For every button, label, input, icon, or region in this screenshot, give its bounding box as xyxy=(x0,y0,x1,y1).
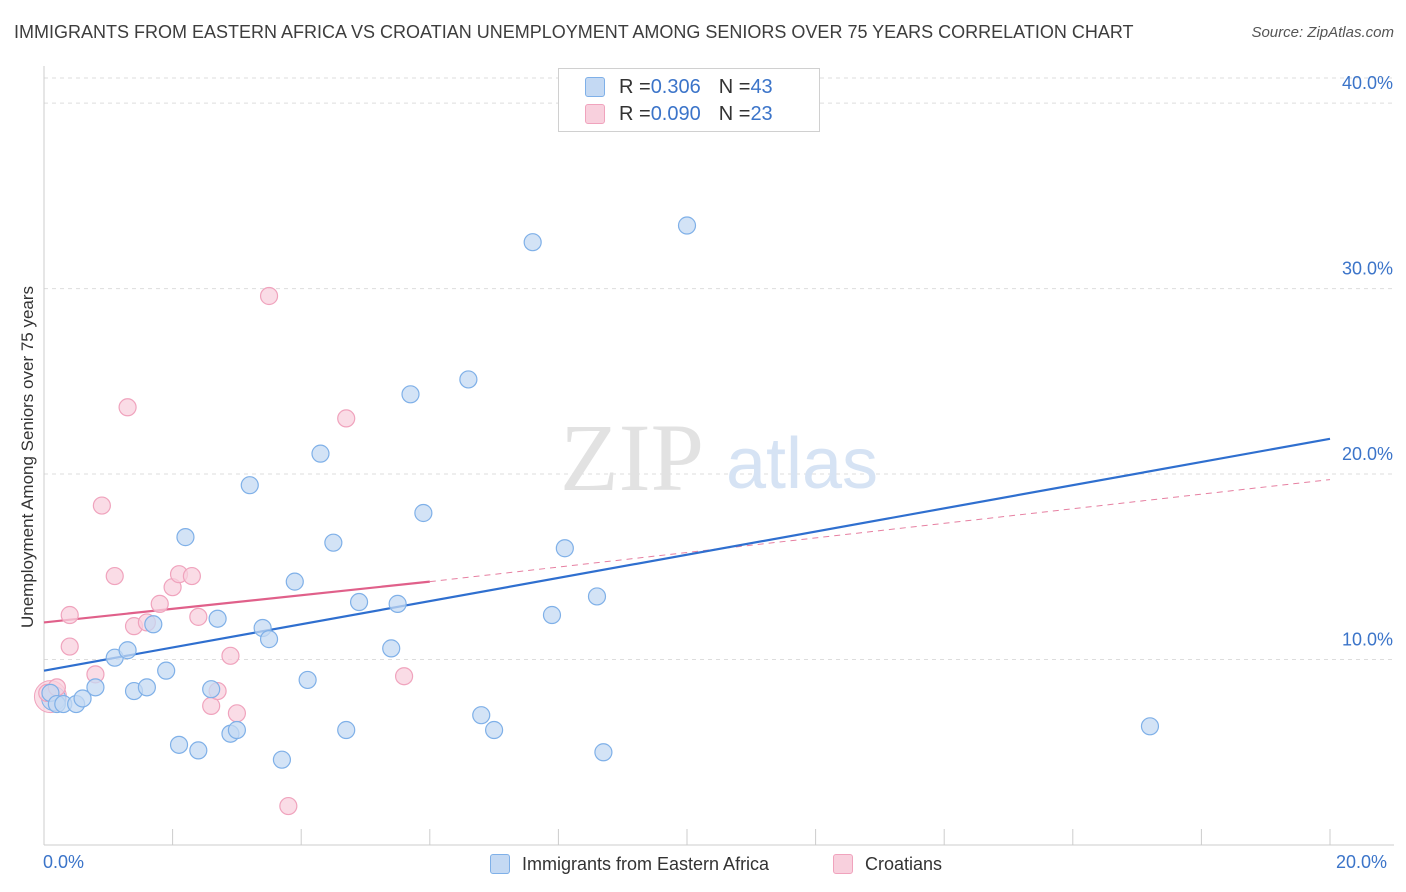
data-point-eastern-africa xyxy=(298,670,317,690)
y-tick-label: 10.0% xyxy=(1342,630,1393,650)
data-point-croatians xyxy=(279,796,298,816)
data-point-croatians xyxy=(221,646,240,665)
data-point-croatians xyxy=(150,594,169,613)
data-point-eastern-africa xyxy=(677,216,697,235)
x-tick-label-min: 0.0% xyxy=(43,852,85,872)
watermark: ZIP atlas xyxy=(560,404,878,511)
legend-n-value: 43 xyxy=(750,75,773,98)
source-label: Source: ZipAtlas.com xyxy=(1251,24,1394,41)
bottom-legend-swatch-pink xyxy=(833,854,853,874)
data-point-eastern-africa xyxy=(324,533,343,552)
data-point-eastern-africa xyxy=(485,720,504,740)
trend-line-croatians-extension xyxy=(429,479,1331,583)
data-point-eastern-africa xyxy=(208,609,227,628)
data-point-eastern-africa xyxy=(272,750,292,769)
x-tick-label-max: 20.0% xyxy=(1336,852,1388,872)
data-point-eastern-africa xyxy=(587,587,607,606)
bottom-legend-croatians: Croatians xyxy=(833,852,942,876)
data-point-eastern-africa xyxy=(594,743,613,762)
data-point-eastern-africa xyxy=(1140,717,1160,736)
data-points xyxy=(33,216,1160,816)
legend-r-label: R = xyxy=(619,75,651,98)
trend-line-croatians xyxy=(43,580,430,624)
data-point-eastern-africa xyxy=(202,680,221,699)
bottom-legend-swatch-blue xyxy=(490,854,510,874)
axes xyxy=(43,66,1394,846)
data-point-eastern-africa xyxy=(189,741,208,760)
data-point-eastern-africa xyxy=(118,641,137,660)
legend-swatch-blue xyxy=(585,77,605,97)
data-point-croatians xyxy=(189,607,208,626)
legend-row-eastern-africa: R = 0.306 N = 43 xyxy=(585,74,773,100)
data-point-croatians xyxy=(394,667,414,686)
data-point-eastern-africa xyxy=(86,678,105,697)
data-point-eastern-africa xyxy=(157,661,176,680)
legend-swatch-pink xyxy=(585,104,605,124)
legend-r-value: 0.090 xyxy=(650,102,701,125)
chart-title: IMMIGRANTS FROM EASTERN AFRICA VS CROATI… xyxy=(14,22,1134,42)
data-point-croatians xyxy=(105,566,124,586)
gridlines: 10.0% 20.0% 30.0% 40.0% xyxy=(44,73,1394,661)
data-point-eastern-africa xyxy=(349,592,369,612)
data-point-croatians xyxy=(337,409,356,428)
data-point-croatians xyxy=(92,496,111,515)
data-point-eastern-africa xyxy=(382,639,401,658)
legend-n-label: N = xyxy=(718,102,751,125)
data-point-eastern-africa xyxy=(176,528,195,547)
data-point-eastern-africa xyxy=(137,678,156,697)
data-point-eastern-africa xyxy=(523,233,542,252)
bottom-legend-label: Immigrants from Eastern Africa xyxy=(522,853,770,874)
data-point-eastern-africa xyxy=(555,539,574,558)
data-point-eastern-africa xyxy=(240,476,259,495)
watermark-zip: ZIP xyxy=(560,404,704,511)
data-point-eastern-africa xyxy=(401,385,420,404)
legend-n-value: 23 xyxy=(750,102,773,125)
data-point-eastern-africa xyxy=(227,720,246,740)
bottom-legend-label: Croatians xyxy=(865,853,943,874)
data-point-eastern-africa xyxy=(311,444,330,463)
data-point-eastern-africa xyxy=(285,572,304,591)
y-tick-label: 30.0% xyxy=(1342,259,1393,279)
data-point-croatians xyxy=(60,637,79,656)
data-point-eastern-africa xyxy=(144,615,163,634)
y-tick-label: 20.0% xyxy=(1342,444,1393,464)
data-point-croatians xyxy=(60,605,79,625)
y-tick-label: 40.0% xyxy=(1342,73,1393,93)
data-point-eastern-africa xyxy=(459,370,478,389)
data-point-eastern-africa xyxy=(337,720,356,740)
data-point-eastern-africa xyxy=(73,689,92,708)
data-point-eastern-africa xyxy=(259,630,279,649)
data-point-eastern-africa xyxy=(388,594,407,613)
bottom-legend-eastern-africa: Immigrants from Eastern Africa xyxy=(490,852,769,876)
data-point-croatians xyxy=(227,704,246,723)
data-point-eastern-africa xyxy=(542,605,562,625)
data-point-eastern-africa xyxy=(169,735,189,754)
data-point-croatians xyxy=(259,286,279,306)
legend-row-croatians: R = 0.090 N = 23 xyxy=(585,101,773,127)
data-point-eastern-africa xyxy=(472,706,491,725)
legend-n-label: N = xyxy=(718,75,751,98)
stats-legend: R = 0.306 N = 43 R = 0.090 N = 23 xyxy=(558,68,820,132)
data-point-croatians xyxy=(118,398,137,417)
data-point-eastern-africa xyxy=(414,503,433,523)
data-point-croatians xyxy=(182,566,201,586)
watermark-atlas: atlas xyxy=(726,424,878,504)
legend-r-label: R = xyxy=(619,102,651,125)
legend-r-value: 0.306 xyxy=(650,75,701,98)
